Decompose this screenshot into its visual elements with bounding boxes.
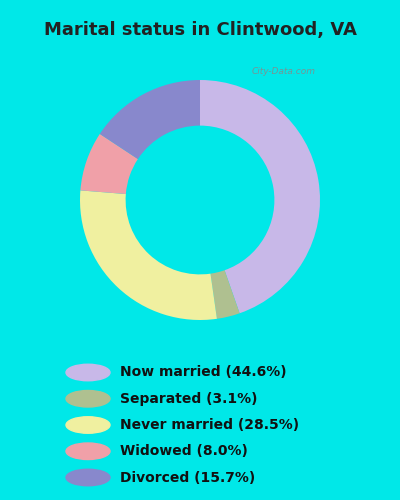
Circle shape: [66, 443, 110, 460]
Text: Divorced (15.7%): Divorced (15.7%): [120, 470, 255, 484]
Text: Widowed (8.0%): Widowed (8.0%): [120, 444, 248, 458]
Text: Marital status in Clintwood, VA: Marital status in Clintwood, VA: [44, 21, 356, 39]
Text: Never married (28.5%): Never married (28.5%): [120, 418, 299, 432]
Circle shape: [66, 390, 110, 407]
Wedge shape: [210, 270, 240, 319]
Wedge shape: [100, 80, 200, 159]
Circle shape: [66, 469, 110, 486]
Wedge shape: [80, 190, 217, 320]
Circle shape: [66, 364, 110, 381]
Wedge shape: [200, 80, 320, 314]
Wedge shape: [80, 134, 138, 194]
Text: City-Data.com: City-Data.com: [252, 66, 316, 76]
Text: Separated (3.1%): Separated (3.1%): [120, 392, 258, 406]
Circle shape: [66, 417, 110, 433]
Text: Now married (44.6%): Now married (44.6%): [120, 366, 287, 380]
